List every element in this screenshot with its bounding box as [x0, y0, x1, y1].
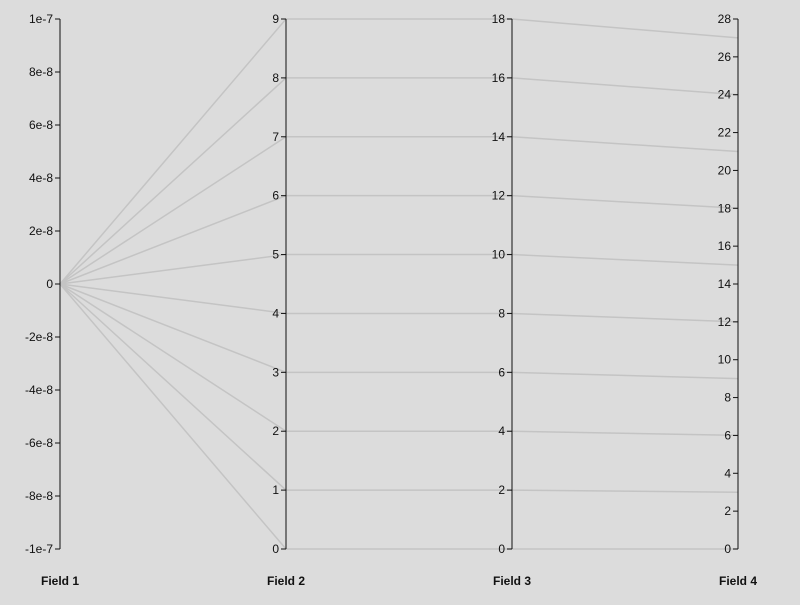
- tick-label: 3: [272, 365, 279, 379]
- tick-label: 1: [272, 483, 279, 497]
- record-line-7: [59, 136, 739, 285]
- tick-label: 14: [718, 277, 732, 291]
- tick-label: 2: [498, 483, 505, 497]
- axis-title-3: Field 3: [493, 574, 531, 588]
- record-line-0: [59, 283, 738, 550]
- tick-label: 8: [724, 391, 731, 405]
- tick-label: -2e-8: [25, 330, 53, 344]
- tick-label: -1e-7: [25, 542, 53, 556]
- record-line-3: [59, 283, 739, 380]
- tick-label: 1e-7: [29, 12, 53, 26]
- tick-label: 18: [492, 12, 506, 26]
- axes: -1e-7 -8e-8 -6e-8 -4e-8 -2e-8 0 2e-8 4e-8 6e-8 8e…: [25, 12, 757, 588]
- tick-label: 7: [272, 130, 279, 144]
- tick-label: 6: [498, 365, 505, 379]
- tick-label: 10: [718, 353, 732, 367]
- tick-label: 4: [272, 306, 279, 320]
- tick-label: 5: [272, 248, 279, 262]
- axis-3: 0 2 4 6 8 10 12 14 16 18 Field 3: [492, 12, 532, 588]
- tick-label: 8: [272, 71, 279, 85]
- tick-label: 2: [724, 504, 731, 518]
- tick-label: 22: [718, 126, 732, 140]
- tick-label: 16: [492, 71, 506, 85]
- tick-label: 12: [492, 189, 506, 203]
- tick-label: -4e-8: [25, 383, 53, 397]
- tick-label: 2: [272, 424, 279, 438]
- axis-2: 0 1 2 3 4 5 6 7 8 9 Field 2: [267, 12, 305, 588]
- tick-label: 16: [718, 239, 732, 253]
- tick-label: 4e-8: [29, 171, 53, 185]
- tick-label: 0: [498, 542, 505, 556]
- tick-label: 14: [492, 130, 506, 144]
- tick-label: 6e-8: [29, 118, 53, 132]
- axis-title-1: Field 1: [41, 574, 79, 588]
- tick-label: 10: [492, 248, 506, 262]
- record-line-1: [59, 283, 739, 493]
- axis-title-4: Field 4: [719, 574, 757, 588]
- data-lines: [59, 18, 739, 550]
- tick-label: 26: [718, 50, 732, 64]
- tick-label: 8: [498, 306, 505, 320]
- tick-label: 8e-8: [29, 65, 53, 79]
- tick-label: 9: [272, 12, 279, 26]
- tick-label: 0: [724, 542, 731, 556]
- axis-title-2: Field 2: [267, 574, 305, 588]
- tick-label: -8e-8: [25, 489, 53, 503]
- tick-label: 2e-8: [29, 224, 53, 238]
- tick-label: 28: [718, 12, 732, 26]
- record-line-5: [59, 253, 739, 285]
- tick-label: 6: [724, 428, 731, 442]
- tick-label: 4: [724, 466, 731, 480]
- tick-label: 0: [272, 542, 279, 556]
- axis-1: -1e-7 -8e-8 -6e-8 -4e-8 -2e-8 0 2e-8 4e-8 6e-8 8e…: [25, 12, 79, 588]
- tick-label: 18: [718, 201, 732, 215]
- tick-label: 20: [718, 163, 732, 177]
- tick-label: 6: [272, 189, 279, 203]
- tick-label: -6e-8: [25, 436, 53, 450]
- tick-label: 4: [498, 424, 505, 438]
- record-line-6: [59, 194, 739, 285]
- tick-label: 0: [46, 277, 53, 291]
- tick-label: 12: [718, 315, 732, 329]
- record-line-9: [59, 18, 739, 285]
- record-line-4: [59, 283, 739, 323]
- tick-label: 24: [718, 88, 732, 102]
- record-line-8: [59, 77, 739, 285]
- record-line-2: [59, 283, 739, 437]
